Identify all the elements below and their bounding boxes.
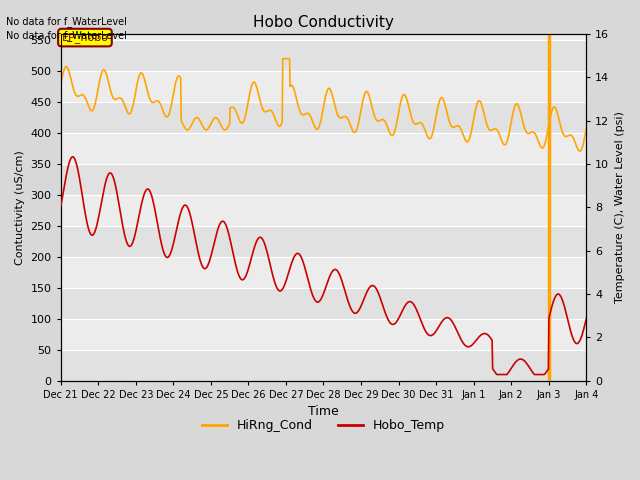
Text: EP_hobo: EP_hobo [61, 32, 108, 43]
Y-axis label: Contuctivity (uS/cm): Contuctivity (uS/cm) [15, 150, 25, 264]
Bar [61, 9, 586, 40]
Bar [61, 319, 586, 350]
Bar [61, 133, 586, 164]
X-axis label: Time: Time [308, 405, 339, 418]
Bar [61, 288, 586, 319]
Text: No data for f_WaterLevel: No data for f_WaterLevel [6, 30, 127, 41]
Title: Hobo Conductivity: Hobo Conductivity [253, 15, 394, 30]
Bar [61, 257, 586, 288]
Bar [61, 195, 586, 226]
Legend: HiRng_Cond, Hobo_Temp: HiRng_Cond, Hobo_Temp [197, 414, 450, 437]
Bar [61, 40, 586, 71]
Bar [61, 164, 586, 195]
Text: No data for f_WaterLevel: No data for f_WaterLevel [6, 16, 127, 27]
Bar [61, 226, 586, 257]
Bar [61, 350, 586, 381]
Bar [61, 71, 586, 102]
Bar [61, 102, 586, 133]
Y-axis label: Temperature (C), Water Level (psi): Temperature (C), Water Level (psi) [615, 111, 625, 303]
